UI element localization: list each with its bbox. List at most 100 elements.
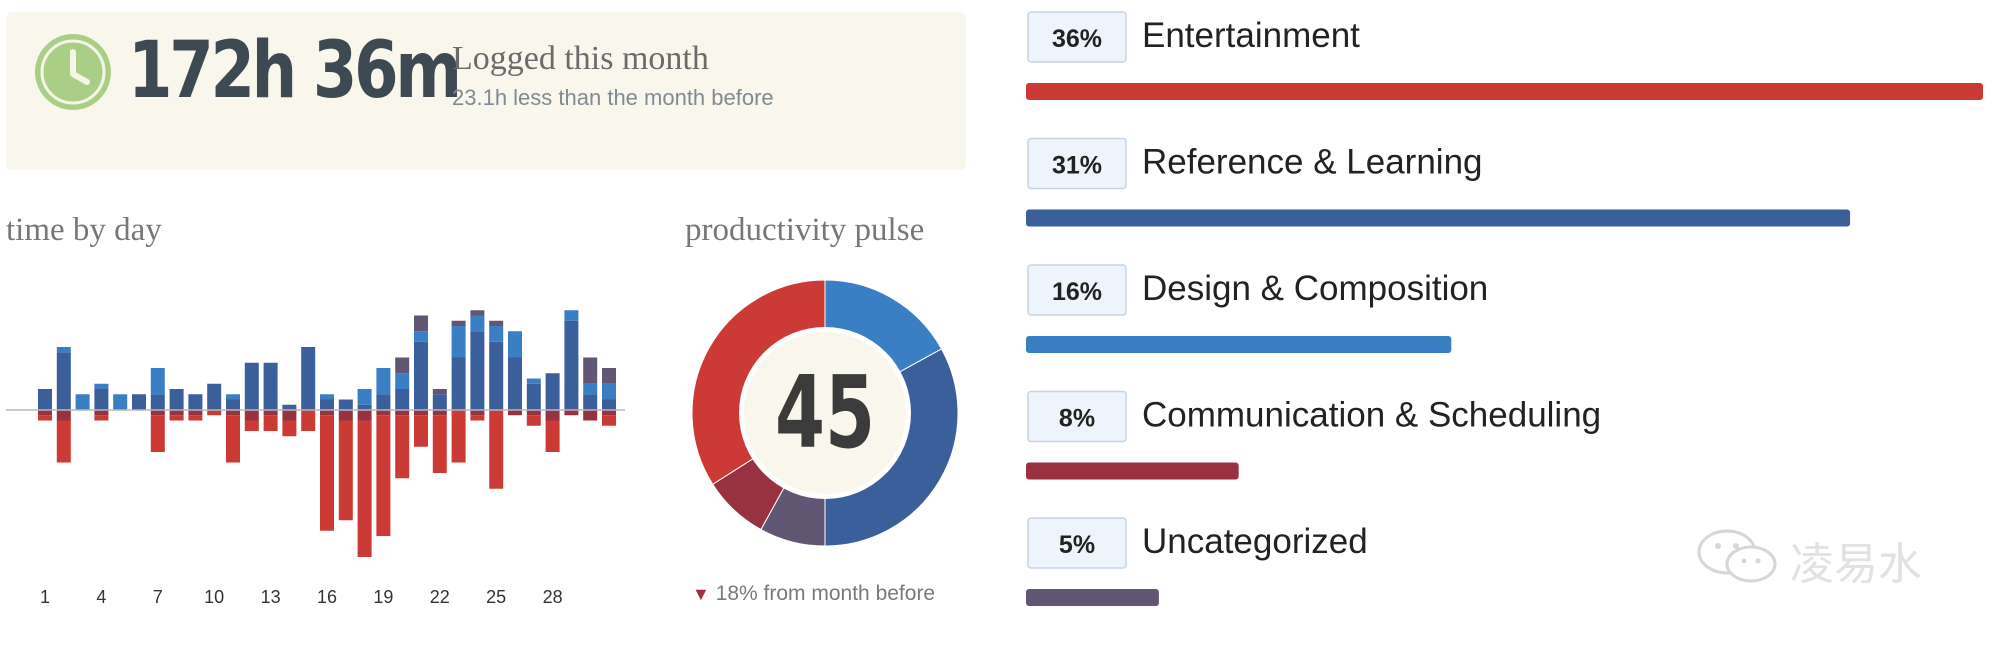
day-tick-label: 25 (486, 587, 506, 607)
day-bar-distracting (169, 410, 184, 416)
day-bar-very-distracting (432, 415, 447, 473)
day-bar-distracting (263, 410, 278, 416)
day-tick-label: 4 (96, 587, 106, 607)
day-bar-neutral (451, 320, 466, 326)
logged-comparison: 23.1h less than the month before (452, 85, 774, 110)
category-badge (1027, 11, 1127, 63)
category-name: Reference & Learning (1142, 143, 1483, 182)
day-bar-distracting (226, 410, 240, 416)
day-bar-distracting (94, 410, 109, 416)
day-bar-very-distracting (470, 415, 485, 421)
day-tick-label: 28 (543, 587, 563, 607)
day-bar-productive (94, 383, 109, 389)
day-bar-very-productive (583, 394, 598, 410)
day-bar-very-productive (56, 352, 71, 410)
day-bar-very-productive (489, 341, 504, 410)
day-bar-neutral (489, 320, 504, 326)
day-bar-very-productive (301, 347, 316, 410)
day-bar-very-distracting (357, 420, 372, 557)
day-bar-distracting (376, 410, 391, 416)
day-bar-productive (470, 315, 485, 332)
pulse-score: 45 (775, 354, 875, 471)
category-bar (1026, 462, 1239, 480)
day-bar-productive (75, 394, 90, 410)
day-bar-distracting (470, 410, 485, 416)
day-bar-very-productive (263, 362, 278, 410)
day-bar-very-distracting (282, 420, 297, 437)
day-tick-label: 19 (373, 587, 393, 607)
pulse-center (744, 332, 906, 494)
time-by-day-chart: 1 4 7 10 13 16 19 22 25 28 (6, 310, 625, 607)
day-bar-neutral (432, 389, 447, 395)
day-bar-productive (150, 368, 165, 395)
day-bar-very-distracting (169, 415, 184, 421)
day-bar-productive (320, 394, 334, 400)
day-bar-distracting (508, 410, 522, 416)
day-bar-very-productive (132, 394, 146, 410)
day-tick-label: 7 (153, 587, 163, 607)
day-bar-very-distracting (56, 420, 71, 463)
day-bar-distracting (338, 410, 353, 421)
day-bar-very-productive (150, 394, 165, 410)
day-bar-very-productive (564, 320, 579, 410)
day-bar-productive (113, 394, 128, 410)
day-bar-very-distracting (263, 415, 278, 431)
day-bar-very-productive (432, 394, 447, 410)
day-bar-distracting (282, 410, 297, 421)
category-name: Communication & Scheduling (1142, 396, 1601, 435)
day-bar-very-productive (244, 362, 259, 410)
clock-icon (35, 34, 111, 110)
category-bar (1026, 209, 1851, 227)
day-bar-very-distracting (414, 415, 428, 447)
summary-panel (6, 12, 966, 170)
category-name: Uncategorized (1142, 522, 1368, 561)
day-bar-very-distracting (602, 415, 616, 426)
day-bar-distracting (432, 410, 447, 416)
day-bar-very-productive (169, 389, 184, 410)
day-bar-very-productive (545, 373, 560, 410)
day-bar-distracting (150, 410, 165, 416)
day-bar-very-productive (226, 399, 240, 410)
logged-title: Logged this month (452, 40, 709, 77)
day-bar-very-distracting (376, 415, 391, 536)
day-bar-very-distracting (526, 415, 541, 426)
day-bar-very-productive (414, 341, 428, 410)
category-bar (1026, 336, 1452, 353)
day-bar-productive (526, 378, 541, 384)
day-bar-neutral (414, 315, 428, 332)
day-bar-very-distracting (489, 410, 504, 489)
category-name: Design & Composition (1142, 269, 1488, 308)
day-bar-distracting (526, 410, 541, 416)
day-bar-productive (583, 383, 598, 395)
day-bar-very-productive (94, 389, 109, 410)
watermark-text: 凌易水 (1790, 539, 1922, 590)
pulse-note-text: 18% from month before (715, 582, 936, 605)
day-bar-very-productive (508, 357, 522, 410)
day-bar-very-distracting (545, 420, 560, 452)
day-bar-very-productive (282, 404, 297, 410)
day-bar-very-productive (188, 394, 203, 410)
day-bar-very-distracting (38, 415, 52, 421)
day-bar-distracting (320, 410, 334, 416)
category-badge (1027, 390, 1127, 443)
category-percent: 8% (1059, 405, 1095, 433)
day-bar-very-productive (602, 399, 616, 410)
day-bar-very-distracting (226, 415, 240, 463)
day-bar-productive (376, 368, 391, 395)
day-bar-very-distracting (395, 415, 410, 479)
day-bar-very-distracting (301, 410, 316, 431)
day-bar-distracting (602, 410, 616, 416)
daychart-title: time by day (6, 212, 162, 248)
wechat-icon (1697, 529, 1777, 583)
day-bar-very-productive (357, 404, 372, 410)
day-bar-productive (414, 331, 428, 342)
day-bar-very-distracting (451, 410, 466, 463)
day-bar-distracting (545, 410, 560, 421)
monthly-total: 172h 36m (128, 26, 462, 116)
day-bar-very-productive (395, 389, 410, 410)
day-bar-neutral (395, 357, 410, 374)
day-bar-distracting (357, 410, 372, 421)
day-tick-label: 1 (40, 587, 50, 607)
day-tick-label: 22 (430, 587, 450, 607)
day-bar-productive (508, 331, 522, 358)
